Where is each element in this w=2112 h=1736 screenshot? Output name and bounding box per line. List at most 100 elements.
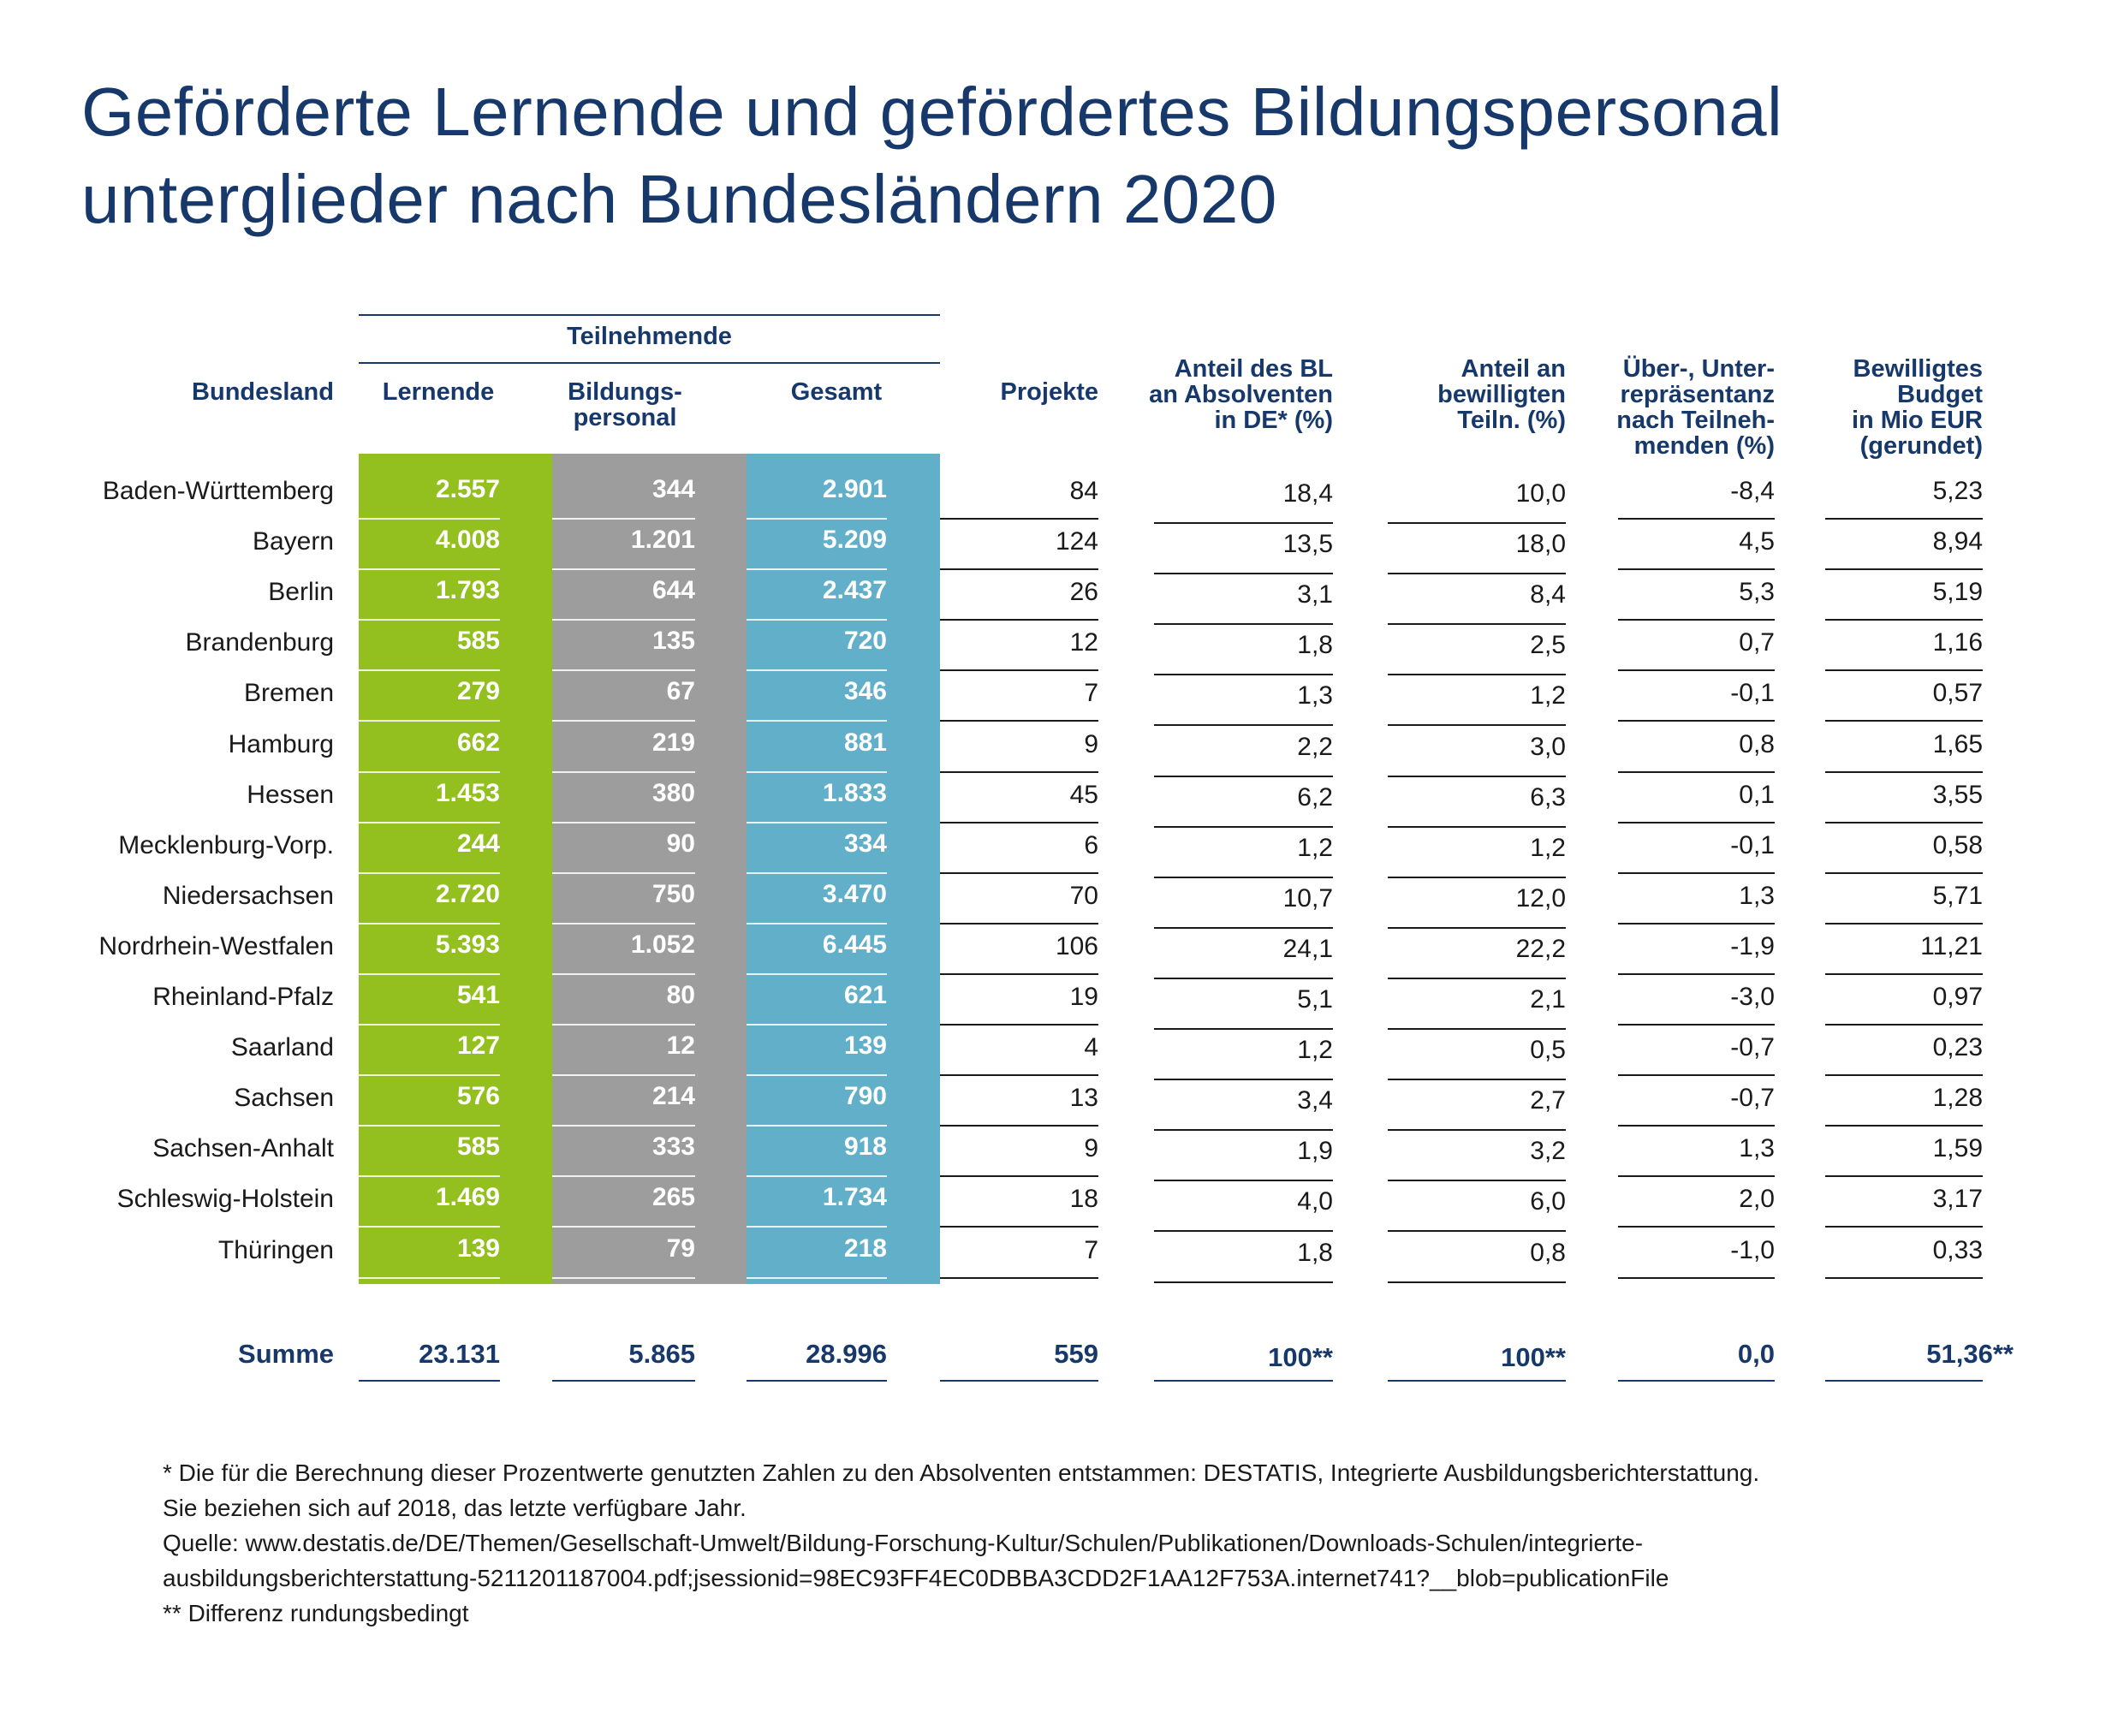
row-rule <box>940 770 1098 773</box>
row-rule <box>1825 518 1983 520</box>
row-rule <box>1825 1276 1983 1279</box>
projekte-value: 9 <box>1084 1134 1098 1163</box>
row-rule <box>940 568 1098 571</box>
gesamt-value: 2.901 <box>822 475 887 503</box>
row-rule <box>359 1125 500 1127</box>
row-rule <box>552 1125 695 1127</box>
row-rule <box>1154 1281 1333 1283</box>
anteil-bl-value: 1,8 <box>1297 1238 1333 1267</box>
row-rule <box>1825 1226 1983 1228</box>
summe-rule <box>940 1380 1098 1382</box>
header-line: (gerundet) <box>1859 432 1983 460</box>
row-rule <box>1388 1129 1566 1132</box>
row-rule <box>747 619 887 621</box>
header-line: Bildungs- <box>568 378 682 406</box>
header-line: Budget <box>1897 381 1983 408</box>
anteil-teiln-value: 8,4 <box>1530 580 1566 609</box>
lernende-value: 1.453 <box>435 778 500 807</box>
anteil-teiln-value: 18,0 <box>1515 530 1566 559</box>
row-rule <box>359 568 500 571</box>
anteil-bl-value: 1,2 <box>1297 833 1333 862</box>
lernende-value: 2.720 <box>435 879 500 908</box>
row-rule <box>1388 775 1566 777</box>
anteil-teiln-value: 3,0 <box>1530 732 1566 761</box>
row-rule <box>1154 876 1333 878</box>
gesamt-value: 918 <box>843 1133 887 1162</box>
page-title: Geförderte Lernende und gefördertes Bild… <box>81 68 1782 243</box>
row-rule <box>359 770 500 773</box>
bundesland-name: Rheinland-Pfalz <box>152 983 334 1011</box>
row-rule <box>1388 724 1566 727</box>
row-rule <box>1825 821 1983 823</box>
group-top-rule <box>359 314 940 316</box>
summe-label: Summe <box>238 1339 334 1369</box>
row-rule <box>1388 1281 1566 1283</box>
row-rule <box>359 1074 500 1077</box>
row-rule <box>1154 1028 1333 1030</box>
header-line: Teiln. (%) <box>1457 407 1566 434</box>
row-rule <box>1154 775 1333 777</box>
header-line: repräsentanz <box>1620 381 1775 408</box>
anteil-bl-value: 24,1 <box>1282 934 1333 963</box>
gesamt-value: 881 <box>843 728 887 757</box>
row-rule <box>1388 623 1566 626</box>
header-line: nach Teilneh- <box>1616 407 1775 434</box>
projekte-value: 4 <box>1084 1033 1098 1062</box>
repr-value: 0,7 <box>1739 628 1775 657</box>
summe-rule <box>747 1380 887 1382</box>
repr-value: -0,1 <box>1730 830 1775 859</box>
row-rule <box>940 1276 1098 1279</box>
bundesland-name: Baden-Württemberg <box>102 477 334 505</box>
personal-value: 135 <box>651 627 695 656</box>
row-rule <box>940 1125 1098 1127</box>
lernende-value: 5.393 <box>435 930 500 959</box>
row-rule <box>1825 871 1983 874</box>
footnote-source-cont: ausbildungsberichterstattung-52112011870… <box>163 1565 1669 1591</box>
budget-value: 1,16 <box>1932 628 1983 657</box>
lernende-value: 2.557 <box>435 475 500 503</box>
row-rule <box>1618 619 1775 621</box>
projekte-value: 84 <box>1069 477 1098 505</box>
row-rule <box>1825 922 1983 924</box>
lernende-value: 4.008 <box>435 526 500 555</box>
projekte-value: 7 <box>1084 1235 1098 1264</box>
header-line: menden (%) <box>1633 432 1775 460</box>
bundesland-name: Sachsen <box>234 1084 334 1113</box>
anteil-teiln-value: 1,2 <box>1530 681 1566 710</box>
row-rule <box>1825 720 1983 722</box>
row-rule <box>552 922 695 924</box>
anteil-bl-value: 3,4 <box>1297 1086 1333 1115</box>
row-rule <box>552 972 695 975</box>
anteil-teiln-value: 0,5 <box>1530 1036 1566 1065</box>
projekte-value: 13 <box>1069 1084 1098 1113</box>
personal-value: 67 <box>666 677 695 706</box>
projekte-value: 9 <box>1084 729 1098 758</box>
row-rule <box>747 518 887 520</box>
gesamt-value: 334 <box>843 829 887 858</box>
row-rule <box>1388 1079 1566 1081</box>
bundesland-name: Schleswig-Holstein <box>116 1185 334 1214</box>
summe-gesamt: 28.996 <box>806 1339 887 1369</box>
repr-value: 0,8 <box>1739 729 1775 758</box>
summe-rule <box>552 1380 695 1382</box>
budget-value: 1,59 <box>1932 1134 1983 1163</box>
gesamt-value: 790 <box>843 1082 887 1111</box>
row-rule <box>1388 1028 1566 1030</box>
personal-value: 80 <box>666 981 695 1009</box>
row-rule <box>747 568 887 571</box>
anteil-teiln-value: 3,2 <box>1530 1137 1566 1166</box>
row-rule <box>940 821 1098 823</box>
row-rule <box>1388 1230 1566 1233</box>
budget-value: 5,71 <box>1932 881 1983 910</box>
anteil-bl-value: 5,1 <box>1297 985 1333 1014</box>
row-rule <box>1618 770 1775 773</box>
row-rule <box>1825 1074 1983 1077</box>
row-rule <box>1618 568 1775 571</box>
header-line: Anteil des BL <box>1174 355 1333 383</box>
header-gesamt: Gesamt <box>790 378 883 406</box>
row-rule <box>1618 922 1775 924</box>
row-rule <box>1154 623 1333 626</box>
repr-value: -1,9 <box>1730 931 1775 960</box>
row-rule <box>747 669 887 672</box>
projekte-value: 70 <box>1069 881 1098 910</box>
